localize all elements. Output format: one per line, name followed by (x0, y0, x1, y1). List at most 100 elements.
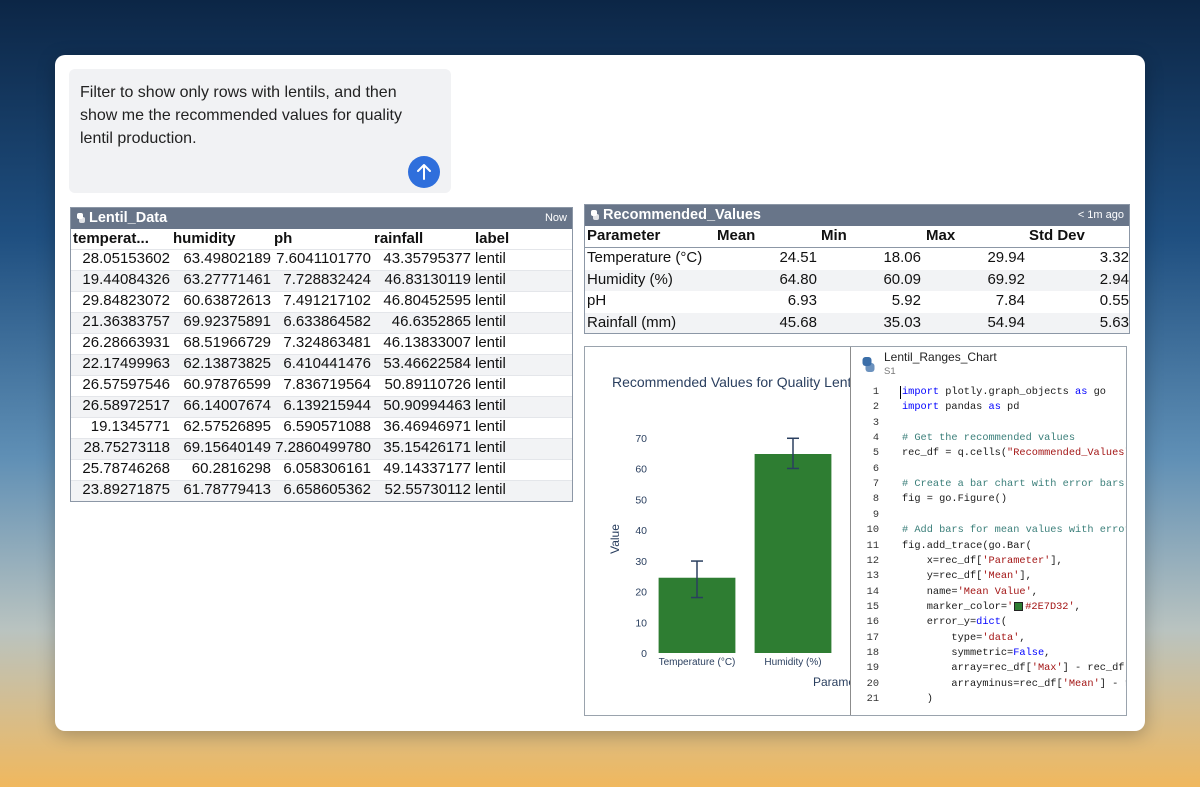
line-number: 6 (851, 463, 879, 475)
line-number: 14 (851, 586, 879, 598)
x-tick-label: Temperature (°C) (659, 657, 736, 668)
table-header: Lentil_Data Now (71, 208, 572, 229)
table-cell: lentil (475, 250, 506, 267)
table-cell: 63.27771461 (183, 271, 271, 288)
line-number: 3 (851, 417, 879, 429)
code-line: import pandas as pd (902, 401, 1019, 413)
table-cell: 46.13833007 (383, 334, 471, 351)
table-cell: 22.17499963 (82, 355, 170, 372)
code-line: type='data', (902, 632, 1026, 644)
table-cell: 6.139215944 (283, 397, 371, 414)
code-line: rec_df = q.cells("Recommended_Values") (902, 447, 1126, 459)
table-cell: 64.80 (779, 271, 817, 288)
code-line: array=rec_df['Max'] - rec_df['Mean'], (902, 662, 1126, 674)
y-tick-label: 70 (635, 433, 647, 445)
table-title: Lentil_Data (89, 210, 167, 226)
table-cell: 6.058306161 (283, 460, 371, 477)
cursor (900, 386, 901, 399)
color-swatch (1014, 602, 1023, 611)
table-cell: lentil (475, 439, 506, 456)
table-title: Recommended_Values (603, 207, 761, 223)
table-cell: Humidity (%) (587, 271, 673, 288)
line-number: 11 (851, 540, 879, 552)
y-tick-label: 60 (635, 464, 647, 476)
table-cell: 35.03 (883, 314, 921, 331)
table-cell: 0.55 (1100, 292, 1129, 309)
line-number: 4 (851, 432, 879, 444)
y-tick-label: 30 (635, 556, 647, 568)
table-cell: 24.51 (779, 249, 817, 266)
line-number: 18 (851, 647, 879, 659)
table-cell: 29.94 (987, 249, 1025, 266)
line-number: 13 (851, 570, 879, 582)
code-title: Lentil_Ranges_Chart (884, 350, 997, 364)
send-button[interactable] (408, 156, 440, 188)
column-header: ph (274, 230, 292, 247)
code-line: symmetric=False, (902, 647, 1050, 659)
code-line: x=rec_df['Parameter'], (902, 555, 1063, 567)
table-cell: 6.633864582 (283, 313, 371, 330)
line-number: 2 (851, 401, 879, 413)
line-number: 21 (851, 693, 879, 705)
table-cell: 62.13873825 (183, 355, 271, 372)
table-cell: 26.28663931 (82, 334, 170, 351)
table-cell: 7.324863481 (283, 334, 371, 351)
prompt-text: Filter to show only rows with lentils, a… (80, 81, 430, 150)
table-cell: Rainfall (mm) (587, 314, 676, 331)
code-line: ) (902, 693, 933, 705)
table-cell: 52.55730112 (385, 481, 471, 498)
column-header: Std Dev (1029, 227, 1085, 244)
table-cell: 7.491217102 (283, 292, 371, 309)
table-cell: 19.1345771 (91, 418, 170, 435)
code-line: marker_color='#2E7D32', (902, 601, 1081, 613)
table-cell: 66.14007674 (183, 397, 271, 414)
timestamp: Now (545, 212, 567, 224)
table-cell: Temperature (°C) (587, 249, 702, 266)
table-cell: 19.44084326 (82, 271, 170, 288)
line-number: 15 (851, 601, 879, 613)
table-cell: 45.68 (779, 314, 817, 331)
table-cell: 36.46946971 (383, 418, 471, 435)
table-cell: 46.80452595 (383, 292, 471, 309)
table-cell: lentil (475, 355, 506, 372)
table-cell: 60.2816298 (192, 460, 271, 477)
y-tick-label: 20 (635, 587, 647, 599)
table-cell: 69.92 (987, 271, 1025, 288)
code-line: name='Mean Value', (902, 586, 1038, 598)
table-cell: 2.94 (1100, 271, 1129, 288)
column-header: rainfall (374, 230, 423, 247)
table-cell: 26.58972517 (82, 397, 170, 414)
table-cell: 23.89271875 (82, 481, 170, 498)
table-cell: 3.32 (1100, 249, 1129, 266)
line-number: 20 (851, 678, 879, 690)
table-cell: 60.97876599 (183, 376, 271, 393)
table-cell: lentil (475, 460, 506, 477)
table-cell: lentil (475, 481, 506, 498)
line-number: 9 (851, 509, 879, 521)
table-cell: 5.92 (892, 292, 921, 309)
y-tick-label: 50 (635, 494, 647, 506)
table-cell: 25.78746268 (82, 460, 170, 477)
line-number: 8 (851, 493, 879, 505)
bar (755, 454, 832, 653)
table-cell: 7.728832424 (283, 271, 371, 288)
timestamp: < 1m ago (1078, 209, 1124, 221)
table-cell: 29.84823072 (82, 292, 170, 309)
table-cell: lentil (475, 292, 506, 309)
table-cell: 62.57526895 (183, 418, 271, 435)
code-line: import plotly.graph_objects as go (902, 386, 1106, 398)
header-divider (585, 247, 1129, 248)
table-cell: 6.410441476 (283, 355, 371, 372)
table-cell: 18.06 (883, 249, 921, 266)
line-number: 12 (851, 555, 879, 567)
table-cell: 43.35795377 (383, 250, 471, 267)
table-cell: 5.63 (1100, 314, 1129, 331)
line-number: 17 (851, 632, 879, 644)
table-cell: 50.89110726 (385, 376, 471, 393)
lentil-table: Lentil_Data Now temperat...humidityphrai… (70, 207, 573, 502)
table-cell: 6.93 (788, 292, 817, 309)
column-header: Parameter (587, 227, 660, 244)
column-header: label (475, 230, 509, 247)
table-cell: 7.6041101770 (276, 250, 371, 267)
